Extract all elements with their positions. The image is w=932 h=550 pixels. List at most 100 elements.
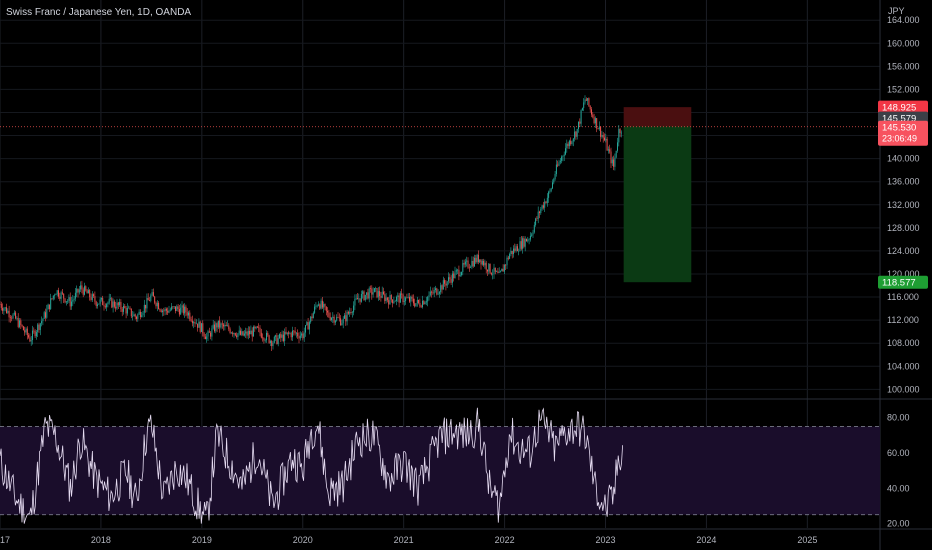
- candle-body: [293, 330, 295, 332]
- candle-body: [428, 295, 430, 297]
- candle-body: [555, 164, 557, 175]
- candle-body: [151, 292, 153, 296]
- candle-body: [585, 99, 587, 101]
- candle-body: [77, 288, 79, 293]
- candle-body: [21, 325, 23, 327]
- candle-body: [195, 323, 197, 325]
- price-tick-label: 124.000: [887, 246, 920, 256]
- candle-body: [29, 337, 31, 342]
- candle-body: [485, 262, 487, 270]
- rsi-panel: [0, 407, 880, 524]
- candle-body: [17, 317, 19, 327]
- candle-body: [194, 322, 196, 324]
- candle-body: [312, 312, 314, 319]
- candle-body: [527, 239, 529, 242]
- candle-body: [409, 297, 410, 302]
- candle-body: [139, 311, 141, 317]
- candle-body: [186, 312, 188, 316]
- candle-body: [351, 312, 353, 314]
- candle-body: [433, 290, 435, 294]
- candle-body: [325, 306, 327, 311]
- candle-body: [86, 290, 88, 294]
- candle-body: [459, 275, 461, 277]
- candle-body: [315, 305, 317, 307]
- candle-body: [306, 322, 308, 326]
- candle-body: [163, 310, 165, 312]
- candle-body: [349, 312, 351, 314]
- candle-body: [372, 292, 374, 295]
- candle-body: [232, 332, 234, 335]
- stop-loss-zone[interactable]: [623, 107, 692, 127]
- current-price-label-bg: [878, 120, 928, 146]
- candle-body: [84, 286, 85, 295]
- symbol-title[interactable]: Swiss Franc / Japanese Yen, 1D, OANDA: [6, 7, 192, 18]
- candle-body: [613, 159, 615, 167]
- candle-body: [26, 328, 28, 336]
- candle-body: [6, 307, 7, 313]
- candle-body: [462, 263, 464, 273]
- candle-body: [477, 254, 479, 262]
- candle-body: [178, 309, 180, 315]
- candle-body: [277, 338, 279, 345]
- candle-body: [429, 291, 431, 296]
- candle-body: [284, 331, 286, 341]
- candle-body: [611, 159, 613, 164]
- candle-body: [12, 314, 14, 319]
- candle-body: [591, 109, 592, 115]
- candle-body: [191, 320, 193, 324]
- candle-body: [250, 330, 252, 335]
- candle-body: [60, 292, 62, 299]
- candle-body: [94, 296, 96, 302]
- candle-body: [243, 333, 245, 336]
- take-profit-price-label-bg: [878, 275, 928, 289]
- candle-body: [583, 102, 585, 109]
- candle-body: [254, 326, 256, 329]
- candle-body: [198, 321, 200, 328]
- price-tick-label: 160.000: [887, 38, 920, 48]
- candle-body: [437, 293, 439, 295]
- candle-body: [110, 298, 111, 299]
- entry-price-label: 145.579: [882, 114, 916, 125]
- price-tick-label: 132.000: [887, 200, 920, 210]
- candle-body: [90, 297, 92, 300]
- candle-body: [82, 289, 84, 295]
- candle-body: [500, 271, 501, 272]
- candle-body: [156, 302, 158, 307]
- candle-body: [91, 294, 93, 300]
- candle-body: [380, 296, 382, 298]
- candle-body: [260, 332, 262, 338]
- currency-label: JPY: [888, 6, 905, 16]
- position-zones[interactable]: [0, 107, 880, 283]
- candle-body: [229, 329, 231, 334]
- candle-body: [152, 292, 154, 297]
- candle-body: [563, 154, 565, 156]
- candle-body: [523, 238, 525, 247]
- take-profit-zone[interactable]: [623, 126, 692, 283]
- candle-body: [22, 326, 24, 331]
- candle-body: [0, 303, 1, 305]
- price-tick-label: 112.000: [887, 315, 919, 325]
- candle-body: [185, 306, 187, 313]
- candle-body: [510, 250, 512, 254]
- candle-body: [526, 238, 527, 242]
- candle-body: [360, 293, 362, 302]
- candle-body: [488, 263, 490, 272]
- candle-body: [30, 340, 32, 342]
- candle-body: [219, 320, 221, 328]
- candle-body: [19, 320, 20, 327]
- candle-body: [497, 271, 499, 273]
- candle-body: [347, 311, 349, 314]
- candle-body: [562, 155, 564, 157]
- candle-body: [276, 335, 278, 345]
- candle-body: [216, 323, 218, 328]
- candle-body: [502, 268, 504, 272]
- candle-body: [246, 331, 248, 336]
- candle-body: [414, 303, 416, 307]
- candle-body: [607, 149, 609, 151]
- candle-body: [165, 308, 167, 311]
- candle-body: [490, 273, 492, 275]
- candle-body: [61, 292, 63, 294]
- candle-body: [172, 306, 174, 308]
